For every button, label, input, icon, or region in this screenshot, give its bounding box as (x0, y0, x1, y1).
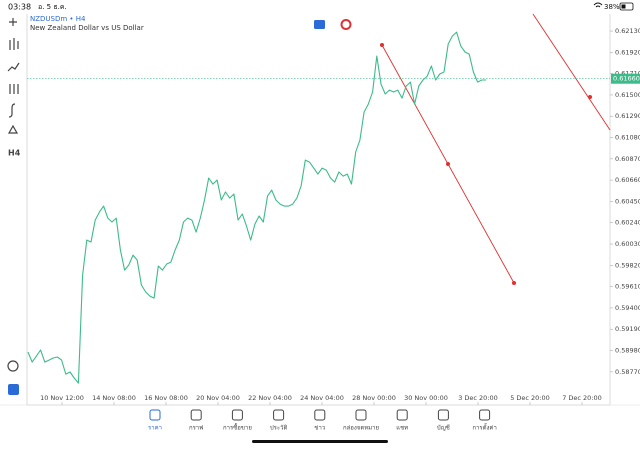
x-tick-label: 7 Dec 20:00 (562, 394, 602, 402)
x-tick-label: 16 Nov 08:00 (144, 394, 188, 402)
x-tick-label: 20 Nov 04:00 (196, 394, 240, 402)
nav-label[interactable]: การตั้งค่า (472, 422, 496, 432)
objects-tool[interactable] (9, 84, 19, 94)
left-toolbar (7, 18, 20, 372)
x-tick-label: 24 Nov 04:00 (300, 394, 344, 402)
y-tick-label: 0.61080 (615, 134, 640, 142)
y-tick-label: 0.59820 (615, 261, 640, 269)
battery-icon (619, 2, 634, 11)
symbol-description: New Zealand Dollar vs US Dollar (30, 24, 144, 32)
trend-handle (588, 95, 592, 99)
nav-icon[interactable] (396, 409, 408, 421)
x-tick-label: 10 Nov 12:00 (40, 394, 84, 402)
chart-type-tool[interactable] (9, 38, 19, 50)
y-tick-label: 0.59610 (615, 283, 640, 291)
y-tick-label: 0.60030 (615, 240, 640, 248)
nav-icon[interactable] (273, 409, 285, 421)
trend-handle (512, 281, 516, 285)
y-tick-label: 0.59400 (615, 304, 640, 312)
function-tool[interactable] (8, 103, 16, 118)
trend-line (532, 13, 611, 131)
y-tick-label: 0.62130 (615, 27, 640, 35)
nav-label[interactable]: บัญชี (437, 424, 450, 432)
y-tick-label: 0.61290 (615, 112, 640, 120)
y-tick-label: 0.58980 (615, 347, 640, 355)
nav-icon[interactable] (231, 409, 243, 421)
y-tick-label: 0.59190 (615, 325, 640, 333)
account-icon[interactable] (8, 384, 19, 395)
nav-icon[interactable] (479, 409, 491, 421)
x-tick-label: 3 Dec 20:00 (458, 394, 498, 402)
nav-label[interactable]: กล่องจดหมาย (343, 425, 379, 432)
nav-icon[interactable] (314, 409, 326, 421)
status-time: 03:38 (8, 3, 31, 12)
nav-label[interactable]: ประวัติ (270, 425, 288, 432)
home-indicator (252, 440, 388, 443)
trend-handle (380, 43, 384, 47)
nav-icon[interactable] (437, 409, 449, 421)
x-tick-label: 22 Nov 04:00 (248, 394, 292, 402)
y-tick-label: 0.60660 (615, 176, 640, 184)
crosshair-tool[interactable] (9, 18, 17, 26)
alert-button[interactable] (340, 19, 352, 30)
trade-button[interactable] (314, 20, 325, 29)
price-line (27, 31, 486, 384)
nav-label[interactable]: กราฟ (189, 425, 203, 432)
x-tick-label: 14 Nov 08:00 (92, 394, 136, 402)
nav-label[interactable]: แชท (396, 425, 408, 432)
battery-level (621, 4, 626, 9)
current-price-box (611, 73, 640, 84)
y-tick-label: 0.58770 (615, 368, 640, 376)
shapes-tool[interactable] (7, 124, 19, 134)
status-battery: 38% (604, 3, 620, 11)
y-tick-label: 0.61710 (615, 70, 640, 78)
x-tick-label: 5 Dec 20:00 (510, 394, 550, 402)
status-date: อ. 5 ธ.ค. (38, 3, 67, 11)
y-tick-label: 0.61920 (615, 48, 640, 56)
y-tick-label: 0.61500 (615, 91, 640, 99)
nav-label[interactable]: ข่าว (314, 425, 325, 432)
trend-handle (446, 162, 450, 166)
timeframe-button[interactable]: H4 (8, 149, 21, 158)
nav-icon[interactable] (190, 409, 202, 421)
nav-label[interactable]: ราคา (148, 425, 162, 432)
y-tick-label: 0.60870 (615, 155, 640, 163)
bottom-nav: ราคา กราฟ การซื้อขาย ประวัติ ข่าว กล่องจดหมาย… (148, 409, 497, 432)
zoom-tool[interactable] (7, 360, 19, 372)
x-tick-label: 28 Nov 00:00 (352, 394, 396, 402)
indicator-tool[interactable] (7, 62, 20, 72)
nav-icon[interactable] (355, 409, 367, 421)
current-price-label: 0.61660 (613, 75, 640, 83)
nav-label[interactable]: การซื้อขาย (223, 422, 252, 432)
y-tick-label: 0.60240 (615, 219, 640, 227)
wifi-icon (593, 2, 603, 8)
x-tick-label: 30 Nov 00:00 (404, 394, 448, 402)
nav-icon[interactable] (149, 409, 161, 421)
symbol: NZDUSDm • H4 (30, 15, 86, 23)
y-tick-label: 0.60450 (615, 197, 640, 205)
